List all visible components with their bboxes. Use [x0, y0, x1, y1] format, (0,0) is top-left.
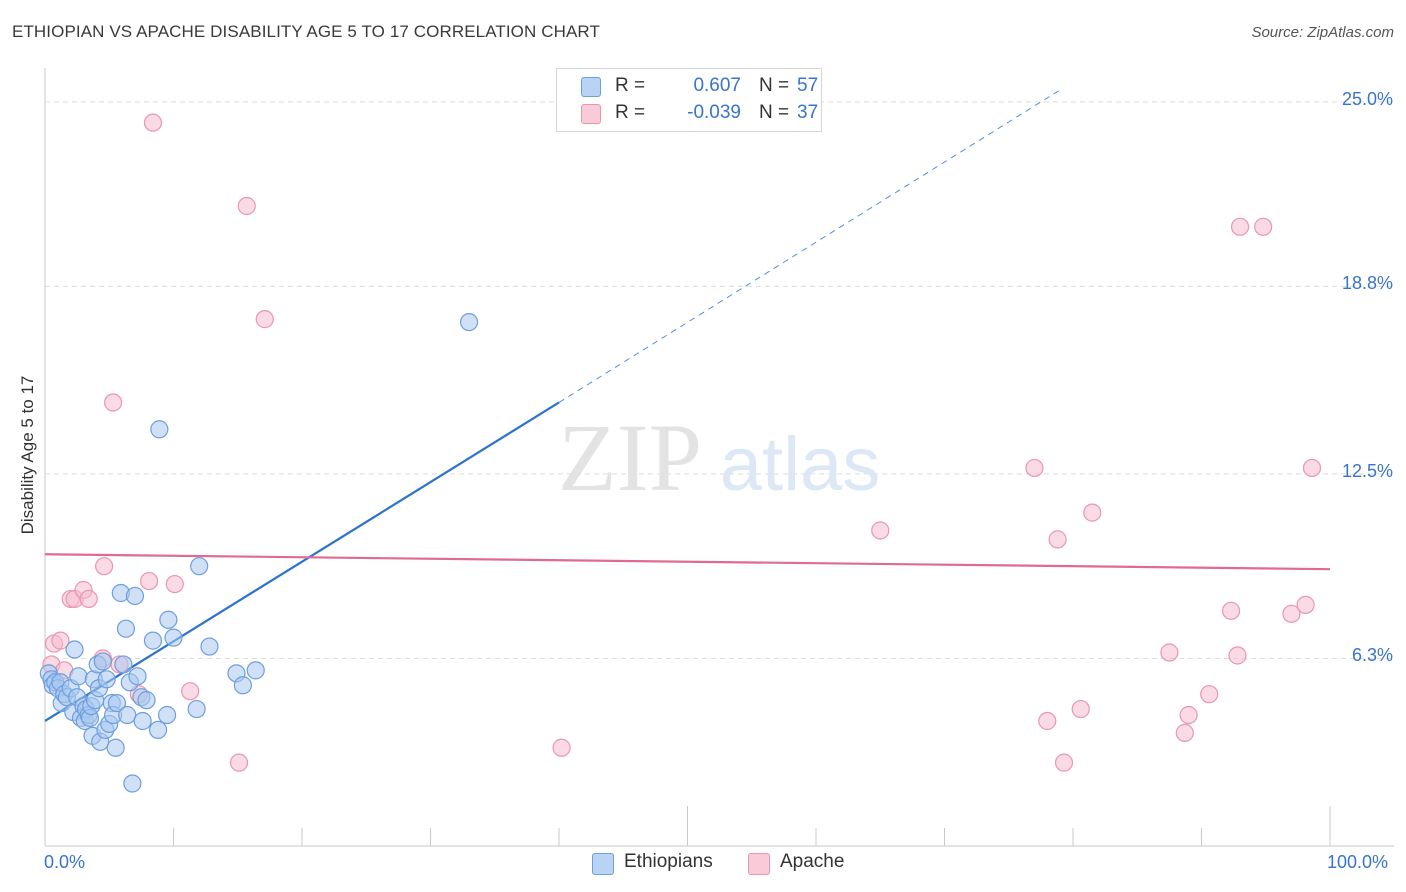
- apache-point: [1221, 601, 1241, 620]
- y-tick-label: 6.3%: [1351, 645, 1393, 666]
- ethiopians-point: [233, 676, 252, 695]
- ethiopians-point: [187, 699, 206, 719]
- y-tick-label: 12.5%: [1341, 460, 1393, 481]
- watermark-atlas: atlas: [720, 422, 881, 507]
- y-tick-label: 25.0%: [1341, 88, 1393, 109]
- x-tick-label-max: 100.0%: [1327, 852, 1389, 872]
- apache-point: [1071, 699, 1090, 719]
- apache-point: [1282, 604, 1301, 623]
- y-tick-label: 18.8%: [1341, 273, 1393, 294]
- ethiopians-point: [118, 705, 137, 725]
- ethiopians-point: [159, 610, 178, 629]
- apache-point: [95, 557, 114, 576]
- ethiopians-point: [246, 661, 265, 680]
- ethiopians-point: [123, 774, 142, 793]
- ethiopians-point: [107, 694, 127, 713]
- apache-point: [1083, 503, 1102, 522]
- ethiopians-point: [133, 711, 152, 731]
- apache-point: [1054, 753, 1074, 772]
- x-tick-label-min: 0.0%: [44, 852, 86, 872]
- apache-point: [871, 521, 890, 540]
- legend-r-value: 0.607: [693, 75, 741, 96]
- ethiopians-point: [69, 667, 88, 686]
- ethiopians-point: [150, 420, 169, 439]
- apache-point: [51, 631, 70, 650]
- apache-point: [1302, 458, 1322, 478]
- ethiopians-point: [116, 619, 136, 638]
- apache-point: [1175, 723, 1194, 742]
- apache-trend-line: [44, 553, 1331, 571]
- apache-point: [1200, 685, 1219, 704]
- watermark-zip: ZIP: [558, 404, 702, 511]
- apache-point: [1230, 217, 1250, 236]
- apache-point: [139, 571, 159, 591]
- apache-point: [79, 589, 98, 609]
- data-points: [39, 113, 1322, 793]
- ethiopians-point: [97, 670, 116, 689]
- apache-label: Apache: [780, 851, 845, 872]
- apache-point: [181, 682, 200, 701]
- ethiopians-point: [148, 720, 168, 740]
- apache-point: [1228, 646, 1247, 665]
- grid-lines: [45, 101, 1392, 659]
- legend-n-label: N =: [759, 102, 790, 123]
- legend-r-label: R =: [615, 75, 646, 96]
- ethiopians-point: [128, 667, 147, 686]
- ethiopians-point: [190, 557, 209, 576]
- apache-point: [1048, 530, 1067, 549]
- apache-swatch: [748, 853, 770, 875]
- legend-n-value: 57: [797, 75, 819, 96]
- apache-point: [255, 310, 274, 329]
- apache-point: [143, 113, 163, 132]
- apache-point: [1038, 711, 1057, 731]
- apache-point: [1254, 217, 1273, 236]
- chart-title: ETHIOPIAN VS APACHE DISABILITY AGE 5 TO …: [12, 22, 600, 41]
- ethiopians-point: [114, 655, 133, 674]
- apache-point: [104, 393, 123, 412]
- ethiopians-point: [65, 640, 84, 659]
- apache-point: [552, 738, 571, 757]
- watermark: ZIP atlas: [558, 404, 880, 511]
- legend-swatch-pink: [581, 104, 601, 124]
- apache-point: [237, 196, 256, 216]
- ethiopians-label: Ethiopians: [624, 851, 713, 872]
- ethiopians-point: [143, 631, 163, 650]
- ethiopians-point: [93, 652, 112, 671]
- ethiopians-point: [125, 586, 145, 606]
- apache-point: [1160, 643, 1179, 662]
- legend-r-label: R =: [615, 102, 646, 123]
- apache-point: [229, 753, 249, 772]
- legend-n-value: 37: [797, 102, 819, 123]
- legend-n-label: N =: [759, 75, 790, 96]
- ethiopians-point: [137, 691, 156, 710]
- ethiopians-swatch: [592, 853, 614, 875]
- axes: [44, 68, 1394, 847]
- legend-r-value: -0.039: [687, 102, 741, 123]
- apache-point: [165, 574, 184, 594]
- correlation-legend: R = 0.607 N = 57 R = -0.039 N = 37: [556, 68, 822, 132]
- ethiopians-point: [157, 705, 177, 725]
- ethiopians-point: [459, 312, 479, 332]
- apache-point: [1025, 458, 1044, 478]
- ethiopians-point: [106, 738, 125, 757]
- apache-point: [1179, 705, 1198, 725]
- legend-swatch-blue: [581, 77, 601, 97]
- ethiopians-point: [164, 628, 183, 647]
- ethiopians-trend-extension: [558, 89, 1061, 403]
- apache-point: [1296, 595, 1315, 614]
- source-credit: Source: ZipAtlas.com: [1251, 24, 1394, 41]
- ethiopians-point: [200, 637, 219, 656]
